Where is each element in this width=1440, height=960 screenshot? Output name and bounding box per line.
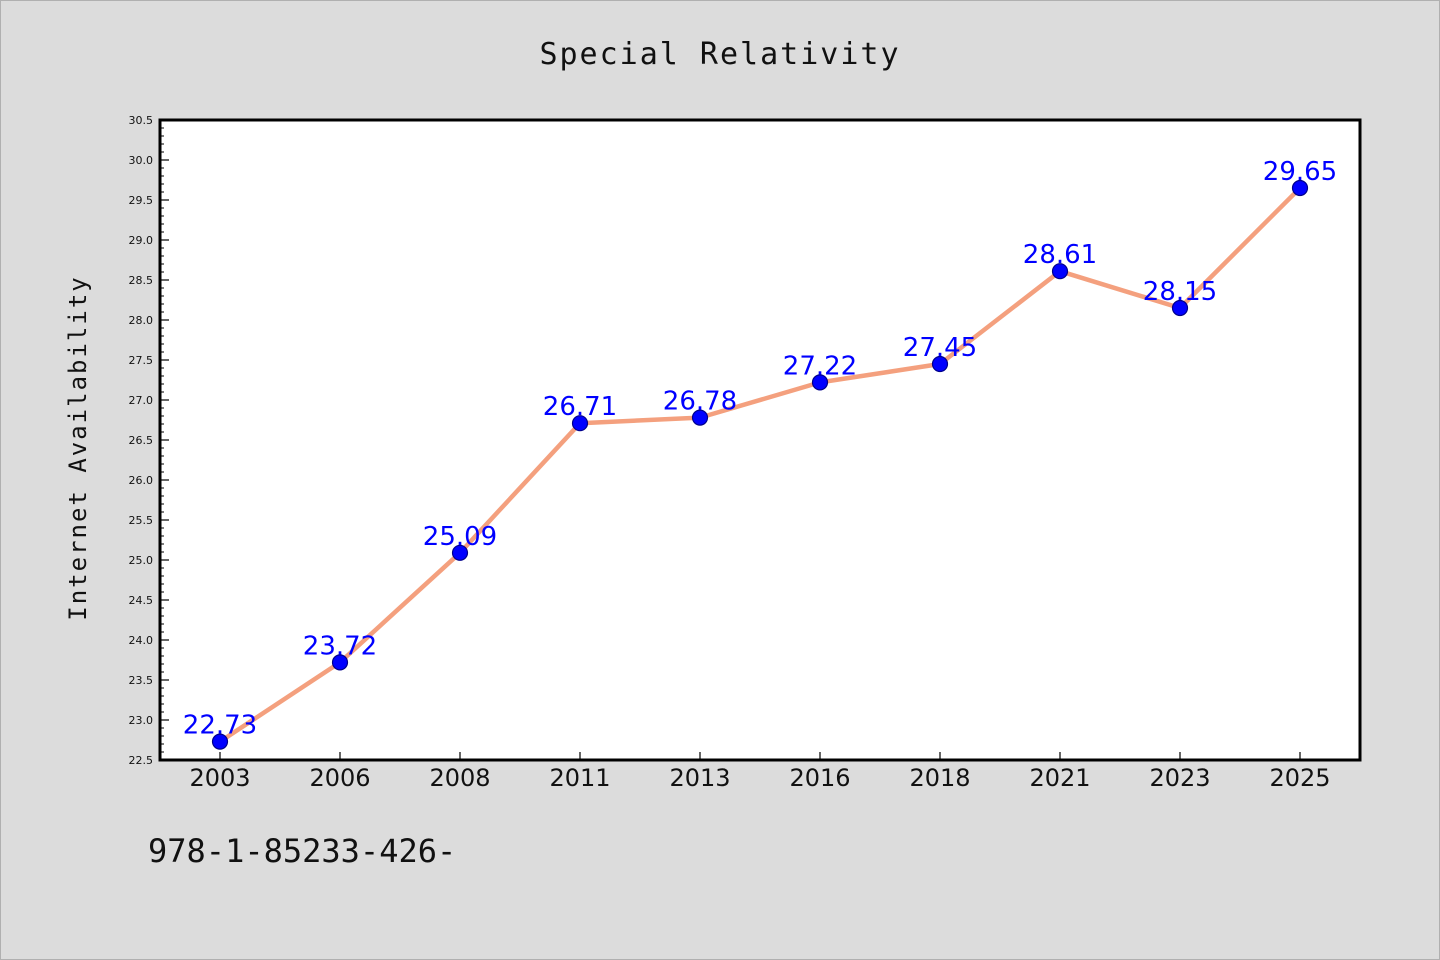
data-point xyxy=(331,654,349,671)
y-tick-label: 25.5 xyxy=(129,514,154,527)
data-label: 28.61 xyxy=(1023,240,1097,270)
y-tick-label: 25.0 xyxy=(129,554,154,567)
x-tick-label: 2021 xyxy=(1029,764,1090,792)
y-tick-label: 24.5 xyxy=(129,594,154,607)
x-tick-label: 2011 xyxy=(549,764,610,792)
y-tick-label: 29.0 xyxy=(129,234,154,247)
data-label: 26.71 xyxy=(543,392,617,422)
y-tick-label: 22.5 xyxy=(129,754,154,767)
x-tick-label: 2018 xyxy=(909,764,970,792)
footnote-text: 978-1-85233-426- xyxy=(148,832,457,870)
y-tick-label: 23.5 xyxy=(129,674,154,687)
y-tick-label: 30.0 xyxy=(129,154,154,167)
series-line xyxy=(217,185,1303,744)
data-point xyxy=(1051,263,1069,280)
y-tick-label: 28.0 xyxy=(129,314,154,327)
x-tick-label: 2013 xyxy=(669,764,730,792)
y-tick-label: 30.5 xyxy=(129,114,154,127)
data-labels: 22.73 23.72 25.09 26.71 26.78 27.22 27.45 28.61… xyxy=(183,157,1337,741)
y-tick-label: 27.0 xyxy=(129,394,154,407)
data-label: 23.72 xyxy=(303,631,377,661)
y-tick-label: 26.5 xyxy=(129,434,154,447)
plot-area xyxy=(158,118,1362,762)
data-point xyxy=(1291,179,1309,197)
data-label: 27.45 xyxy=(903,333,977,363)
series-layer xyxy=(211,179,1309,750)
data-point xyxy=(1171,299,1189,317)
data-point xyxy=(451,544,469,561)
data-point xyxy=(811,374,829,391)
x-tick-label: 2023 xyxy=(1149,764,1210,792)
data-point xyxy=(931,355,949,373)
data-point xyxy=(571,415,589,432)
y-axis-ticks: 22.5 23.0 23.5 24.0 24.5 25.0 25.5 26.0 26.5 27.0… xyxy=(129,114,169,767)
x-tick-label: 2008 xyxy=(429,764,490,792)
y-tick-label: 29.5 xyxy=(129,194,154,207)
data-label: 25.09 xyxy=(423,522,497,552)
x-tick-label: 2003 xyxy=(189,764,250,792)
x-axis-ticks: 2003 2006 2008 2011 2013 2016 2018 2021 2023 2025 xyxy=(189,752,1331,792)
chart-title: Special Relativity xyxy=(539,37,900,72)
data-label: 27.22 xyxy=(783,351,857,381)
y-tick-label: 27.5 xyxy=(129,354,154,367)
data-label: 29.65 xyxy=(1263,157,1337,187)
y-tick-label: 26.0 xyxy=(129,474,154,487)
x-tick-label: 2025 xyxy=(1269,764,1330,792)
y-tick-label: 23.0 xyxy=(129,714,154,727)
y-tick-label: 24.0 xyxy=(129,634,154,647)
x-tick-label: 2006 xyxy=(309,764,370,792)
data-label: 26.78 xyxy=(663,387,737,417)
y-axis-label: Internet Availability xyxy=(64,275,92,620)
x-tick-label: 2016 xyxy=(789,764,850,792)
data-point xyxy=(211,733,229,750)
y-tick-label: 28.5 xyxy=(129,274,154,287)
data-label: 22.73 xyxy=(183,711,257,741)
data-label: 28.15 xyxy=(1143,277,1217,307)
data-point xyxy=(691,409,709,426)
